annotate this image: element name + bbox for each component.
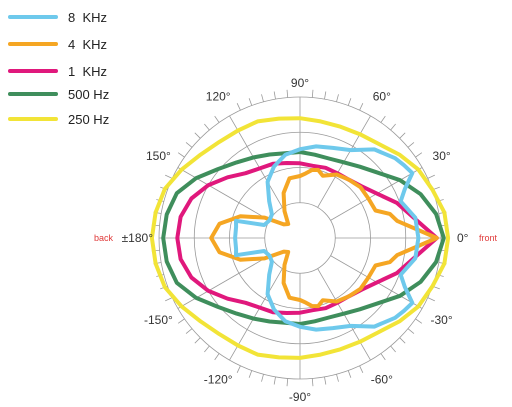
grid-tick [407,142,415,148]
legend-swatch-500hz [8,92,58,96]
grid-tick [415,318,423,324]
grid-tick [399,132,406,139]
legend-swatch-8khz [8,15,58,19]
legend-item-1khz: 1 KHz [8,61,107,81]
grid-tick [399,337,406,344]
grid-tick [194,337,201,344]
grid-tick [336,94,339,102]
grid-tick [185,328,193,334]
angle-label: -60° [371,373,393,387]
legend-item-8khz: 8 KHz [8,7,107,27]
grid-spoke [177,167,270,221]
legend-swatch-250hz [8,117,58,121]
angle-label: 60° [373,89,391,103]
angle-label: ±180° [122,231,154,245]
legend-label-250hz: 250 Hz [68,111,110,127]
grid-tick [407,328,415,334]
angle-label: -150° [144,313,173,327]
grid-tick [390,345,396,353]
grid-tick [415,152,423,158]
grid-tick [177,318,185,324]
grid-tick [204,123,210,131]
grid-tick [214,353,220,361]
angle-label: -30° [431,313,453,327]
legend-item-250hz: 250 Hz [8,109,109,129]
angle-label: 90° [291,76,309,90]
grid-tick [236,365,241,373]
grid-tick [286,378,289,387]
grid-tick [273,91,276,100]
grid-tick [261,374,264,382]
grid-tick [324,91,327,100]
grid-tick [427,297,435,302]
legend-item-4khz: 4 KHz [8,34,107,54]
angle-label: -90° [289,390,311,404]
polar-curves [149,116,451,360]
series-line-8khz [233,144,421,332]
grid-tick [177,152,185,158]
polar-grid [151,89,449,387]
grid-tick [311,378,314,387]
grid-tick [336,374,339,382]
grid-tick [236,103,241,111]
angle-labels: 90° 60° 30° 0° -30° -60° -90° -120° -150° ±180° 15… [94,76,498,404]
front-label: front [479,233,498,243]
legend-label-4khz: 4 KHz [68,36,108,52]
grid-tick [347,98,352,106]
angle-label: 150° [146,149,171,163]
angle-label: -120° [204,373,233,387]
grid-tick [359,365,364,373]
grid-tick [248,370,253,378]
series-line-4khz [209,167,439,309]
grid-tick [165,174,173,179]
grid-tick [248,98,253,106]
grid-tick [214,115,220,123]
legend-swatch-1khz [8,69,58,73]
angle-label: 0° [457,231,469,245]
grid-tick [204,345,210,353]
grid-tick [380,353,386,361]
legend-label-8khz: 8 KHz [68,9,108,25]
grid-tick [427,174,435,179]
grid-tick [324,376,327,385]
grid-ring [264,202,336,274]
grid-tick [347,370,352,378]
grid-tick [390,123,396,131]
legend-label-1khz: 1 KHz [68,63,108,79]
grid-tick [273,376,276,385]
grid-tick [185,142,193,148]
series-line-500hz [161,150,446,326]
grid-tick [286,89,289,98]
grid-tick [311,89,314,98]
back-label: back [94,233,114,243]
legend-swatch-4khz [8,42,58,46]
series-line-250hz [149,116,451,360]
grid-tick [165,297,173,302]
grid-spoke [177,255,270,309]
grid-tick [359,103,364,111]
grid-tick [380,115,386,123]
angle-label: 30° [433,149,451,163]
legend-label-500hz: 500 Hz [68,86,110,102]
legend-item-500hz: 500 Hz [8,84,109,104]
angle-label: 120° [206,89,231,103]
grid-tick [261,94,264,102]
grid-tick [194,132,201,139]
